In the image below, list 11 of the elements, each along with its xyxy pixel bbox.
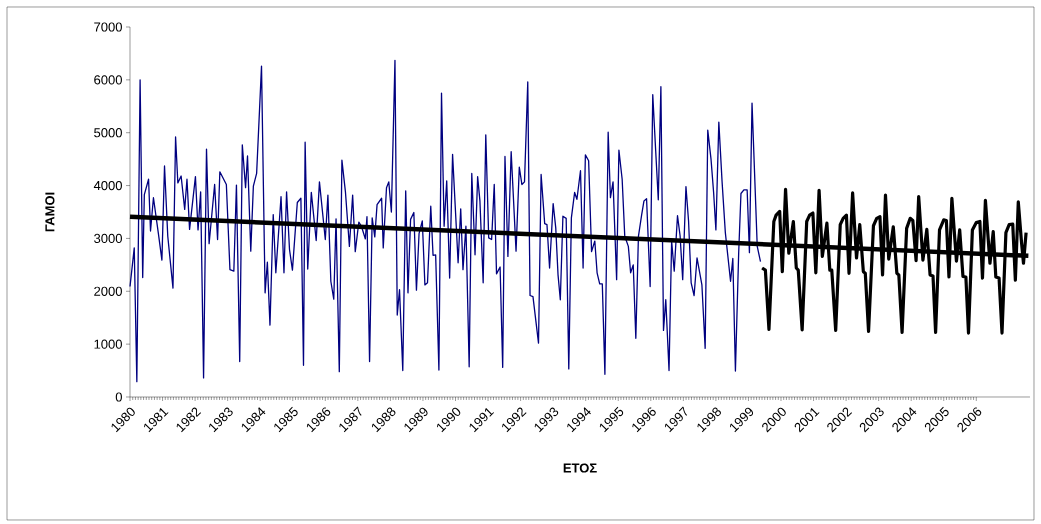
y-tick-label: 1000 — [94, 339, 122, 349]
x-axis-title: ΕΤΟΣ — [563, 463, 597, 473]
y-tick-label: 6000 — [94, 75, 122, 85]
y-tick-label: 2000 — [94, 286, 122, 296]
line-series — [129, 59, 762, 383]
y-tick-label: 3000 — [94, 233, 122, 244]
y-tick-label: 5000 — [94, 128, 122, 138]
y-axis-title: ΓΑΜΟΙ — [45, 192, 55, 232]
y-tick-label: 0 — [115, 392, 122, 402]
y-tick-label: 7000 — [94, 22, 122, 32]
y-tick-label: 4000 — [93, 180, 122, 191]
